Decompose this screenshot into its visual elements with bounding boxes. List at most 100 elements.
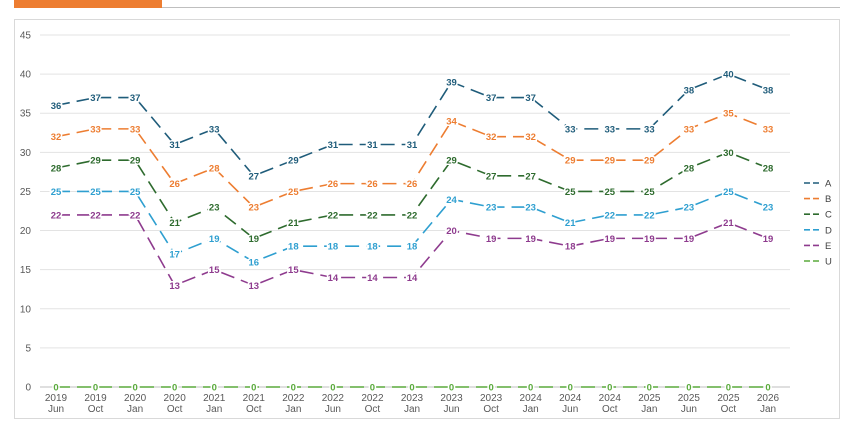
legend-label-c: C xyxy=(825,210,832,221)
x-tick-year: 2024 xyxy=(520,393,543,404)
data-label-e: 15 xyxy=(209,265,220,276)
x-tick-month: Oct xyxy=(721,404,737,415)
series-line-c xyxy=(55,151,769,240)
data-label-a: 37 xyxy=(130,93,141,104)
data-label-c: 29 xyxy=(90,156,101,167)
y-tick-label: 35 xyxy=(20,109,32,120)
data-label-c: 22 xyxy=(407,210,418,221)
data-label-u: 0 xyxy=(647,383,652,394)
data-label-a: 33 xyxy=(644,124,655,135)
data-label-a: 37 xyxy=(486,93,497,104)
data-label-e: 22 xyxy=(90,210,101,221)
data-label-c: 23 xyxy=(209,203,220,214)
data-label-u: 0 xyxy=(132,383,137,394)
data-label-u: 0 xyxy=(765,383,770,394)
x-tick-year: 2023 xyxy=(401,393,424,404)
x-tick-month: Jan xyxy=(760,404,776,415)
x-tick-year: 2022 xyxy=(322,393,345,404)
data-label-u: 0 xyxy=(251,383,256,394)
data-label-u: 0 xyxy=(291,383,296,394)
y-tick-label: 0 xyxy=(25,383,31,394)
top-accent-bar xyxy=(14,0,162,8)
data-label-a: 31 xyxy=(169,140,180,151)
x-tick-month: Jan xyxy=(285,404,301,415)
data-label-d: 25 xyxy=(90,187,101,198)
x-tick-month: Jan xyxy=(206,404,222,415)
data-label-b: 33 xyxy=(130,124,141,135)
data-label-a: 37 xyxy=(90,93,101,104)
data-label-c: 27 xyxy=(525,171,536,182)
data-label-d: 19 xyxy=(209,234,220,245)
data-label-u: 0 xyxy=(607,383,612,394)
data-label-c: 30 xyxy=(723,148,734,159)
data-label-d: 25 xyxy=(723,187,734,198)
x-tick-year: 2024 xyxy=(599,393,622,404)
data-label-b: 25 xyxy=(288,187,299,198)
x-tick-year: 2020 xyxy=(124,393,147,404)
legend-label-u: U xyxy=(825,257,832,268)
data-label-d: 18 xyxy=(328,242,339,253)
x-tick-year: 2025 xyxy=(678,393,701,404)
data-label-a: 33 xyxy=(209,124,220,135)
data-label-b: 29 xyxy=(565,156,576,167)
data-label-b: 28 xyxy=(209,163,220,174)
data-label-u: 0 xyxy=(568,383,573,394)
data-label-b: 26 xyxy=(367,179,378,190)
data-label-e: 19 xyxy=(486,234,497,245)
x-tick-month: Jun xyxy=(681,404,697,415)
data-label-b: 29 xyxy=(644,156,655,167)
data-label-e: 22 xyxy=(51,210,62,221)
data-label-d: 18 xyxy=(367,242,378,253)
data-label-e: 19 xyxy=(525,234,536,245)
series-line-e xyxy=(56,214,769,287)
x-tick-year: 2024 xyxy=(559,393,582,404)
data-label-e: 19 xyxy=(763,234,774,245)
series-line-d xyxy=(56,190,769,263)
data-label-u: 0 xyxy=(212,383,217,394)
data-label-d: 22 xyxy=(604,210,615,221)
data-label-b: 32 xyxy=(486,132,497,143)
x-axis: 2019Jun2019Oct2020Jan2020Oct2021Jan2021O… xyxy=(45,393,780,415)
data-label-c: 28 xyxy=(684,163,695,174)
legend-label-a: A xyxy=(825,179,832,190)
data-label-b: 29 xyxy=(604,156,615,167)
data-label-c: 22 xyxy=(367,210,378,221)
series-lines xyxy=(55,73,769,388)
y-tick-label: 10 xyxy=(20,304,32,315)
data-label-e: 14 xyxy=(367,273,378,284)
data-label-u: 0 xyxy=(53,383,58,394)
data-label-c: 25 xyxy=(565,187,576,198)
x-tick-month: Jan xyxy=(523,404,539,415)
x-tick-month: Jan xyxy=(127,404,143,415)
data-label-a: 38 xyxy=(763,85,774,96)
data-label-c: 27 xyxy=(486,171,497,182)
data-label-u: 0 xyxy=(370,383,375,394)
data-label-b: 26 xyxy=(328,179,339,190)
data-label-d: 24 xyxy=(446,195,457,206)
data-label-e: 14 xyxy=(328,273,339,284)
legend-label-e: E xyxy=(825,241,831,252)
x-tick-month: Oct xyxy=(88,404,104,415)
data-label-c: 25 xyxy=(604,187,615,198)
x-tick-month: Jan xyxy=(404,404,420,415)
x-tick-month: Oct xyxy=(167,404,183,415)
data-label-a: 38 xyxy=(684,85,695,96)
data-label-d: 16 xyxy=(248,257,259,268)
data-label-u: 0 xyxy=(409,383,414,394)
data-label-u: 0 xyxy=(726,383,731,394)
x-tick-year: 2023 xyxy=(440,393,463,404)
top-divider-line xyxy=(162,7,840,8)
data-label-c: 28 xyxy=(763,163,774,174)
data-label-e: 14 xyxy=(407,273,418,284)
x-tick-year: 2019 xyxy=(45,393,68,404)
data-label-u: 0 xyxy=(93,383,98,394)
data-label-e: 18 xyxy=(565,242,576,253)
x-tick-year: 2019 xyxy=(84,393,107,404)
x-tick-month: Oct xyxy=(365,404,381,415)
data-label-b: 23 xyxy=(248,203,259,214)
y-tick-label: 40 xyxy=(20,70,32,81)
data-label-b: 33 xyxy=(763,124,774,135)
data-label-d: 23 xyxy=(763,203,774,214)
